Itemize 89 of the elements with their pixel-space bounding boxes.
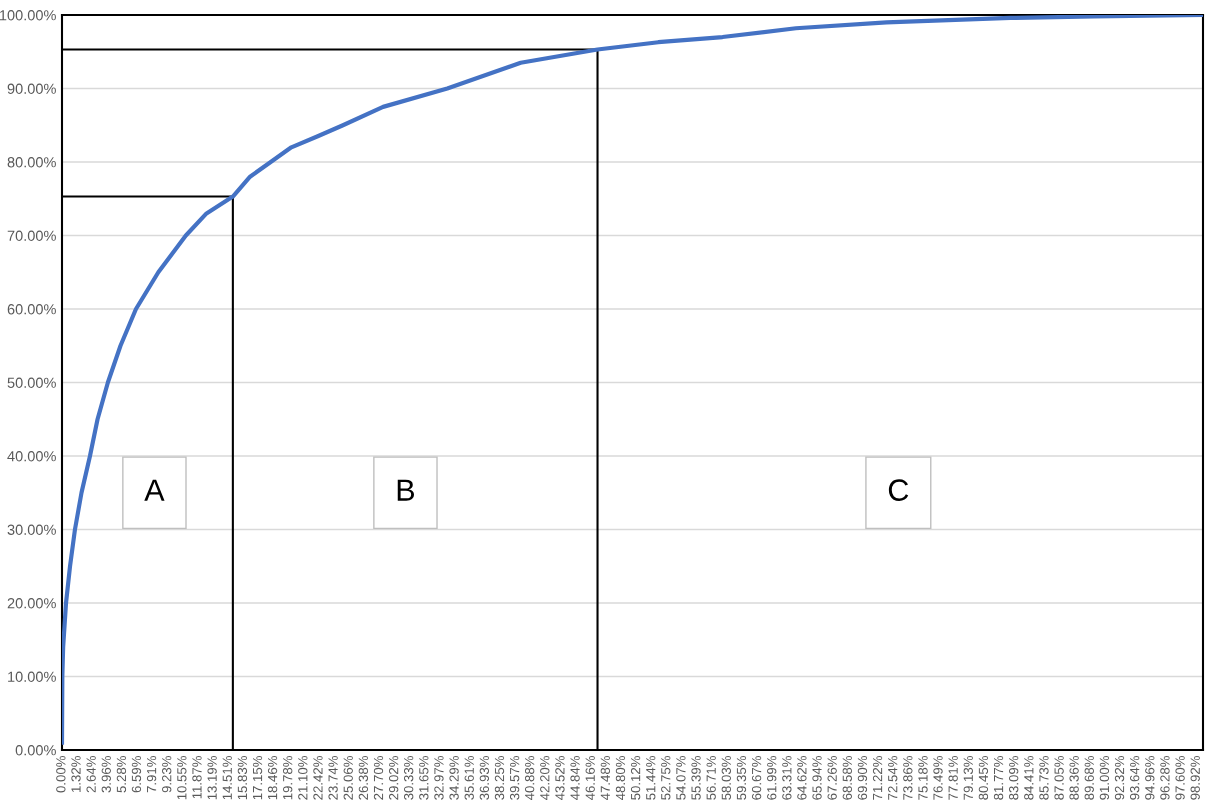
x-tick-label: 32.97% (434, 756, 444, 800)
x-tick-label: 84.41% (1024, 756, 1034, 800)
y-tick-label: 0.00% (15, 745, 56, 756)
y-tick-label: 80.00% (7, 157, 56, 168)
x-tick-label: 72.54% (888, 756, 898, 800)
x-tick-label: 68.58% (842, 756, 852, 800)
x-tick-label: 3.96% (101, 756, 111, 793)
y-tick-label: 100.00% (0, 10, 56, 21)
x-tick-label: 27.70% (373, 756, 384, 800)
y-tick-label: 50.00% (7, 377, 56, 388)
x-tick-label: 96.28% (1160, 756, 1170, 800)
x-tick-label: 26.38% (358, 756, 369, 800)
x-tick-label: 71.22% (872, 756, 883, 800)
x-tick-label: 64.62% (797, 756, 807, 800)
x-tick-label: 56.71% (706, 756, 716, 800)
x-tick-label: 14.51% (222, 756, 232, 800)
x-tick-label: 36.93% (479, 756, 490, 800)
x-tick-label: 69.90% (857, 756, 868, 800)
x-tick-label: 11.87% (192, 756, 202, 799)
x-tick-label: 80.45% (978, 756, 989, 800)
x-tick-label: 55.39% (691, 756, 701, 800)
x-tick-label: 85.73% (1039, 756, 1049, 800)
x-tick-label: 50.12% (630, 756, 641, 800)
y-tick-label: 70.00% (7, 230, 56, 241)
x-tick-label: 19.78% (283, 756, 293, 800)
x-tick-label: 48.80% (615, 756, 626, 800)
x-tick-label: 15.83% (237, 756, 248, 800)
x-tick-label: 42.20% (540, 756, 550, 800)
x-tick-label: 77.81% (948, 756, 958, 800)
x-tick-label: 51.44% (646, 756, 656, 800)
x-tick-label: 67.26% (827, 756, 837, 800)
x-tick-label: 65.94% (812, 756, 822, 800)
x-tick-label: 34.29% (449, 756, 459, 800)
x-tick-label: 92.32% (1114, 756, 1125, 800)
x-tick-label: 75.18% (918, 756, 928, 800)
x-tick-label: 47.48% (600, 756, 611, 800)
x-tick-label: 61.99% (767, 756, 777, 800)
annotation: A (144, 479, 165, 501)
x-tick-label: 94.96% (1145, 756, 1155, 800)
x-tick-label: 18.46% (267, 756, 278, 800)
x-tick-label: 76.49% (933, 756, 943, 800)
x-tick-label: 23.74% (328, 756, 338, 800)
x-tick-label: 93.64% (1130, 756, 1140, 800)
x-tick-label: 59.35% (736, 756, 747, 800)
y-tick-label: 20.00% (7, 598, 56, 609)
x-tick-label: 73.86% (903, 756, 913, 800)
x-tick-label: 44.84% (570, 756, 580, 800)
x-tick-label: 30.33% (404, 756, 414, 800)
annotation: C (888, 479, 909, 501)
x-tick-label: 60.67% (751, 756, 762, 800)
x-tick-label: 98.92% (1190, 756, 1200, 800)
x-tick-label: 9.23% (162, 756, 172, 793)
x-tick-label: 35.61% (464, 756, 474, 800)
x-tick-label: 17.15% (252, 756, 263, 800)
x-tick-label: 39.57% (509, 756, 520, 800)
annotation: B (397, 479, 415, 501)
x-tick-label: 79.13% (963, 756, 973, 800)
y-tick-label: 30.00% (7, 524, 56, 535)
y-tick-label: 40.00% (7, 451, 56, 462)
x-tick-label: 2.64% (86, 756, 96, 793)
x-tick-label: 63.31% (782, 756, 792, 800)
x-tick-label: 58.03% (721, 756, 731, 800)
x-tick-label: 29.02% (388, 756, 399, 800)
x-tick-label: 54.07% (676, 756, 686, 800)
x-tick-label: 31.65% (419, 756, 429, 800)
x-tick-label: 13.19% (207, 756, 217, 800)
x-tick-label: 25.06% (343, 756, 353, 800)
x-tick-label: 6.59% (131, 756, 142, 793)
y-tick-label: 60.00% (7, 304, 56, 315)
x-tick-label: 89.68% (1084, 756, 1094, 800)
x-tick-label: 40.88% (524, 756, 535, 800)
x-tick-label: 43.52% (555, 756, 565, 800)
x-tick-label: 46.16% (585, 756, 595, 800)
y-tick-label: 10.00% (8, 671, 56, 682)
x-tick-label: 10.55% (177, 756, 187, 800)
x-tick-label: 81.77% (993, 756, 1004, 800)
x-tick-label: 21.10% (298, 756, 308, 800)
x-tick-label: 38.25% (494, 756, 505, 800)
x-tick-label: 22.42% (313, 756, 323, 800)
y-tick-label: 90.00% (7, 83, 56, 94)
x-tick-label: 87.05% (1054, 756, 1064, 800)
x-tick-label: 7.91% (146, 756, 157, 793)
x-tick-label: 91.00% (1099, 756, 1110, 800)
x-tick-label: 83.09% (1009, 756, 1019, 800)
x-tick-label: 1.32% (71, 756, 81, 792)
x-tick-label: 97.60% (1175, 756, 1185, 800)
x-tick-label: 88.36% (1069, 756, 1079, 800)
x-tick-label: 52.75% (661, 756, 671, 800)
x-tick-label: 5.28% (116, 756, 127, 793)
